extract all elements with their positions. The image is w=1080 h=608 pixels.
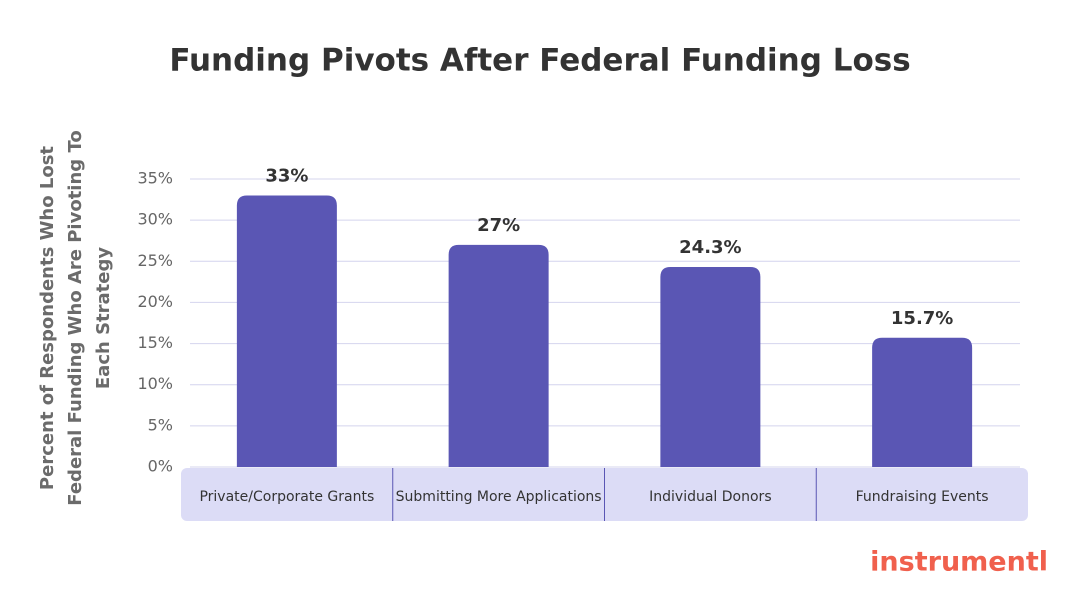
chart-title: Funding Pivots After Federal Funding Los… bbox=[169, 43, 910, 79]
value-label: 24.3% bbox=[679, 237, 741, 258]
x-tick-label: Fundraising Events bbox=[856, 489, 989, 505]
bar bbox=[872, 337, 973, 467]
bar bbox=[236, 195, 337, 467]
y-tick-label: 0% bbox=[148, 457, 173, 476]
y-tick-label: 20% bbox=[137, 292, 173, 311]
y-tick-label: 30% bbox=[137, 210, 173, 229]
y-tick-label: 25% bbox=[137, 251, 173, 270]
x-tick-label: Private/Corporate Grants bbox=[199, 489, 374, 505]
value-label: 27% bbox=[477, 215, 520, 236]
y-tick-label: 10% bbox=[137, 374, 173, 393]
value-label: 15.7% bbox=[891, 308, 953, 329]
x-tick-label: Individual Donors bbox=[649, 489, 771, 505]
logo: instrumentl bbox=[870, 547, 1048, 578]
value-label: 33% bbox=[265, 165, 308, 186]
bar bbox=[448, 244, 549, 467]
y-tick-label: 35% bbox=[137, 169, 173, 188]
y-axis-label: Percent of Respondents Who Lost Federal … bbox=[37, 130, 114, 506]
bar bbox=[660, 267, 761, 467]
x-tick-label: Submitting More Applications bbox=[396, 489, 602, 505]
y-tick-label: 5% bbox=[148, 415, 173, 434]
y-tick-label: 15% bbox=[137, 333, 173, 352]
